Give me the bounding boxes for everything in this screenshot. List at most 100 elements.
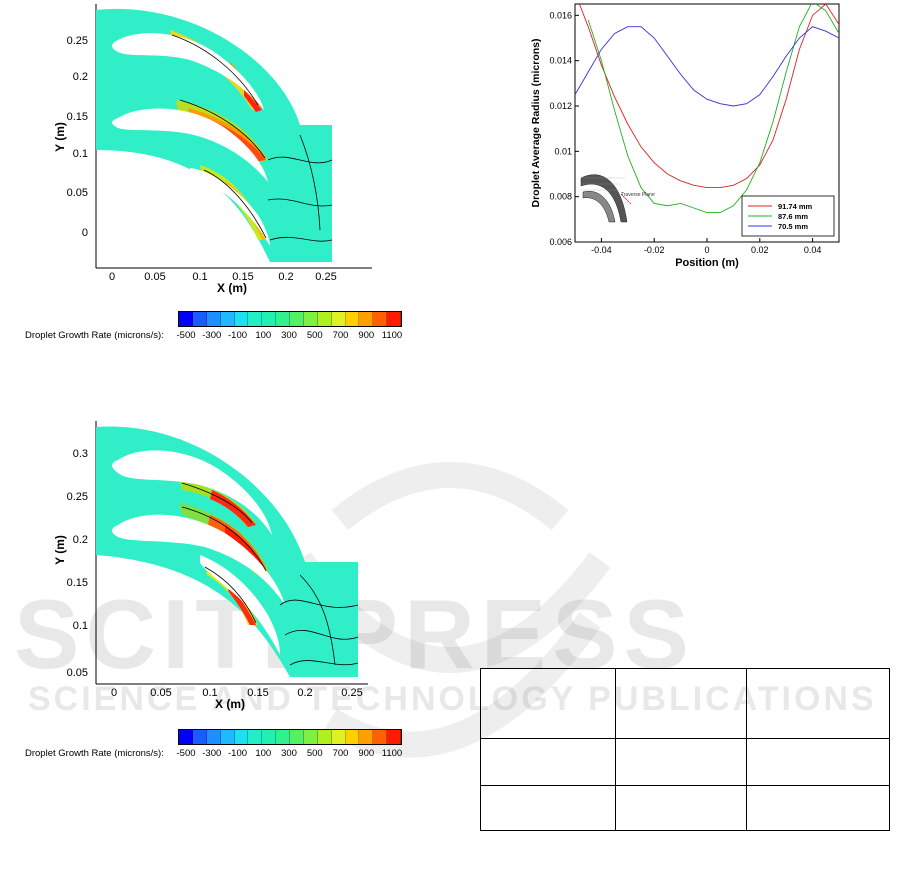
- colorbar-tick-label: 100: [255, 330, 272, 341]
- table-cell: [746, 738, 890, 786]
- colorbar-tick-label: 1100: [381, 330, 403, 341]
- table-cell: [480, 738, 616, 786]
- table-cell: [746, 668, 890, 739]
- y-tick-label: 0.008: [549, 192, 572, 202]
- y-tick: 0.25: [67, 35, 88, 47]
- series-line-91-74-mm: [578, 4, 839, 189]
- colorbar-tick-label: 1100: [381, 748, 403, 759]
- x-tick: 0: [109, 271, 115, 283]
- x-tick: 0.25: [315, 271, 336, 283]
- colorbar-label: Droplet Growth Rate (microns/s):: [25, 330, 164, 341]
- y-tick-label: 0.006: [549, 237, 572, 247]
- table-cell: [615, 668, 747, 739]
- colorbar-swatch: [276, 730, 290, 744]
- x-tick-label: 0.04: [804, 245, 822, 255]
- colorbar-tick-label: 700: [332, 330, 349, 341]
- y-tick-label: 0.014: [549, 56, 572, 66]
- colorbar-swatch: [345, 312, 360, 326]
- colorbar-swatch: [206, 312, 221, 326]
- colorbar-swatch: [303, 730, 318, 744]
- legend-label: 91.74 mm: [778, 202, 813, 211]
- colorbar-swatch: [179, 730, 193, 744]
- table-cell: [615, 738, 747, 786]
- x-tick: 0.1: [192, 271, 207, 283]
- contour-figure-bottom: 0.3 0.25 0.2 0.15 0.1 0.05 0 0.05 0.1 0.…: [0, 415, 420, 765]
- x-tick: 0.1: [202, 687, 217, 699]
- y-tick: 0.25: [67, 491, 88, 503]
- colorbar-swatch: [192, 730, 207, 744]
- x-axis-label: X (m): [215, 697, 245, 711]
- colorbar-swatch: [303, 312, 318, 326]
- x-tick: 0.05: [144, 271, 165, 283]
- contour-plot-bottom: 0.3 0.25 0.2 0.15 0.1 0.05 0 0.05 0.1 0.…: [53, 421, 368, 711]
- line-chart: 0.006 0.008 0.01 0.012 0.014 0.016 -0.04 -0.02…: [530, 3, 840, 269]
- colorbar-swatch: [262, 312, 277, 326]
- series-line-87-6-mm: [587, 4, 839, 213]
- series-line-70-5-mm: [575, 26, 839, 107]
- colorbar: [178, 729, 402, 745]
- blade-3: [200, 555, 280, 655]
- table-cell: [480, 785, 616, 831]
- colorbar-swatch: [345, 730, 360, 744]
- table-cell: [615, 785, 747, 831]
- contour-figure-top: 0.25 0.2 0.15 0.1 0.05 0 0 0.05 0.1 0.15…: [0, 0, 420, 350]
- colorbar-ticks: -500 -300 -100 100 300 500 700 900 1100: [176, 330, 403, 342]
- colorbar-swatch: [262, 730, 277, 744]
- colorbar-swatch: [359, 312, 374, 326]
- x-tick: 0: [111, 687, 117, 699]
- blank-table: [480, 668, 890, 831]
- y-axis-label: Y (m): [53, 122, 67, 152]
- colorbar-swatch: [317, 312, 332, 326]
- legend-label: 87.6 mm: [778, 212, 808, 221]
- table-cell: [746, 785, 890, 831]
- x-tick: 0.15: [247, 687, 268, 699]
- y-axis-label: Y (m): [53, 535, 67, 565]
- x-tick-label: -0.04: [591, 245, 612, 255]
- colorbar-tick-label: -100: [227, 330, 248, 341]
- y-tick: 0.1: [73, 148, 88, 160]
- blade-1: [112, 450, 272, 535]
- y-axis-label: Droplet Average Radius (microns): [530, 38, 542, 207]
- colorbar-tick-label: 500: [306, 330, 323, 341]
- colorbar-tick-label: -300: [202, 748, 222, 759]
- colorbar-swatch: [331, 730, 346, 744]
- x-tick-label: 0.02: [751, 245, 769, 255]
- blade-1: [112, 33, 264, 111]
- colorbar-swatch: [373, 312, 388, 326]
- y-tick: 0.05: [67, 667, 88, 679]
- colorbar-swatch: [359, 730, 374, 744]
- colorbar-swatch: [276, 312, 290, 326]
- y-tick: 0.15: [67, 577, 88, 589]
- colorbar-swatch: [290, 312, 304, 326]
- x-tick: 0.25: [341, 687, 362, 699]
- colorbar-swatch: [248, 730, 263, 744]
- colorbar-tick-label: 300: [281, 330, 297, 341]
- colorbar-swatch: [192, 312, 207, 326]
- colorbar: [178, 311, 402, 327]
- colorbar-swatch: [234, 730, 249, 744]
- colorbar-tick-label: -100: [227, 748, 248, 759]
- colorbar-swatch: [179, 312, 193, 326]
- x-tick: 0.2: [278, 271, 293, 283]
- colorbar-swatch: [331, 312, 346, 326]
- colorbar-label: Droplet Growth Rate (microns/s):: [25, 748, 164, 759]
- colorbar-tick-label: 900: [358, 748, 375, 759]
- colorbar-swatch: [387, 312, 401, 326]
- table-cell: [480, 668, 616, 739]
- contour-plot-top: 0.25 0.2 0.15 0.1 0.05 0 0 0.05 0.1 0.15…: [53, 4, 372, 295]
- colorbar-tick-label: 700: [332, 748, 349, 759]
- legend-label: 70.5 mm: [778, 222, 808, 231]
- colorbar-tick-label: -300: [202, 330, 222, 341]
- y-tick: 0.3: [73, 448, 88, 460]
- y-tick: 0.05: [67, 187, 88, 199]
- inset-geometry: Traverse Plane: [580, 174, 655, 223]
- blade-3: [190, 168, 270, 246]
- colorbar-tick-label: -500: [176, 330, 196, 341]
- inset-label: Traverse Plane: [621, 192, 655, 198]
- colorbar-tick-label: 900: [358, 330, 375, 341]
- colorbar-swatch: [220, 730, 235, 744]
- x-tick-label: 0: [704, 245, 709, 255]
- colorbar-swatch: [220, 312, 235, 326]
- x-tick: 0.2: [297, 687, 312, 699]
